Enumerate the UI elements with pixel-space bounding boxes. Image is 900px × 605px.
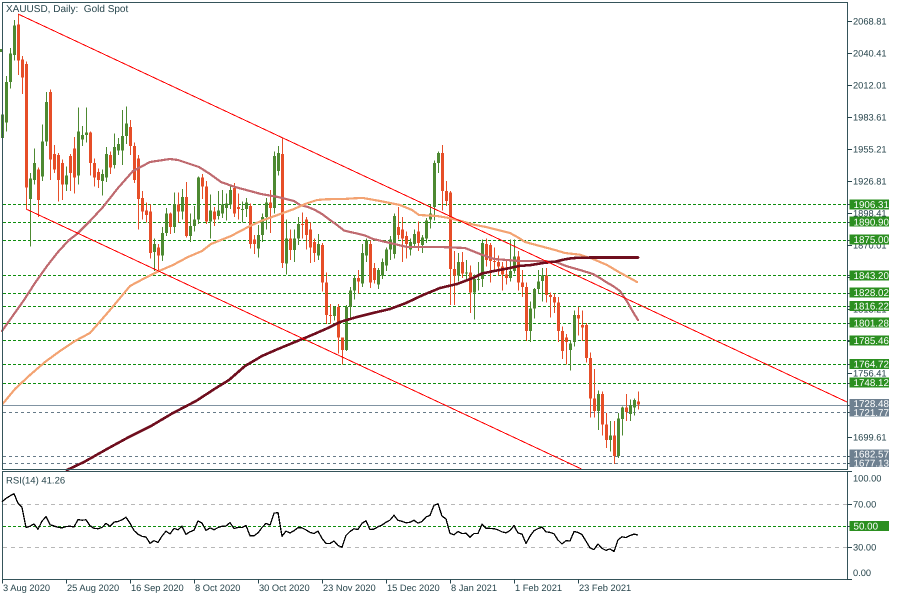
svg-text:30 Oct 2020: 30 Oct 2020 bbox=[259, 583, 310, 593]
svg-text:23 Feb 2021: 23 Feb 2021 bbox=[579, 583, 631, 593]
svg-text:2012.01: 2012.01 bbox=[853, 81, 887, 91]
svg-text:1764.72: 1764.72 bbox=[854, 359, 889, 370]
svg-text:70.00: 70.00 bbox=[853, 500, 876, 510]
svg-text:1728.48: 1728.48 bbox=[854, 399, 890, 410]
svg-text:1828.02: 1828.02 bbox=[854, 288, 889, 299]
svg-text:8 Jan 2021: 8 Jan 2021 bbox=[451, 583, 497, 593]
svg-text:100.00: 100.00 bbox=[853, 473, 881, 483]
svg-text:1898.41: 1898.41 bbox=[853, 209, 887, 219]
svg-text:1906.31: 1906.31 bbox=[854, 200, 889, 211]
svg-text:23 Nov 2020: 23 Nov 2020 bbox=[323, 583, 376, 593]
svg-text:2040.41: 2040.41 bbox=[853, 49, 887, 59]
svg-text:1748.12: 1748.12 bbox=[854, 378, 889, 389]
svg-text:XAUUSD, Daily: Gold Spot: XAUUSD, Daily: Gold Spot bbox=[6, 4, 128, 15]
svg-text:2068.81: 2068.81 bbox=[853, 17, 887, 27]
svg-text:1890.90: 1890.90 bbox=[854, 217, 890, 228]
svg-text:1816.22: 1816.22 bbox=[854, 301, 889, 312]
svg-text:1983.61: 1983.61 bbox=[853, 113, 887, 123]
svg-text:16 Sep 2020: 16 Sep 2020 bbox=[131, 583, 184, 593]
svg-text:8 Oct 2020: 8 Oct 2020 bbox=[195, 583, 240, 593]
svg-text:1843.20: 1843.20 bbox=[854, 271, 890, 282]
svg-text:1699.61: 1699.61 bbox=[853, 433, 887, 443]
svg-text:0.00: 0.00 bbox=[853, 568, 871, 578]
svg-text:1801.28: 1801.28 bbox=[854, 318, 890, 329]
svg-text:1677.13: 1677.13 bbox=[854, 458, 890, 469]
svg-text:1785.46: 1785.46 bbox=[854, 336, 890, 347]
svg-text:15 Dec 2020: 15 Dec 2020 bbox=[387, 583, 440, 593]
svg-text:1721.77: 1721.77 bbox=[854, 408, 889, 419]
svg-text:RSI(14) 41.26: RSI(14) 41.26 bbox=[6, 476, 65, 487]
svg-text:25 Aug 2020: 25 Aug 2020 bbox=[67, 583, 119, 593]
svg-text:1875.00: 1875.00 bbox=[854, 235, 890, 246]
svg-text:1756.41: 1756.41 bbox=[853, 369, 887, 379]
svg-text:1682.57: 1682.57 bbox=[854, 450, 889, 461]
svg-text:1926.81: 1926.81 bbox=[853, 177, 887, 187]
svg-text:1870.01: 1870.01 bbox=[853, 241, 887, 251]
svg-text:3 Aug 2020: 3 Aug 2020 bbox=[3, 583, 50, 593]
svg-text:30.00: 30.00 bbox=[853, 543, 876, 553]
svg-text:1 Feb 2021: 1 Feb 2021 bbox=[515, 583, 562, 593]
svg-text:50.00: 50.00 bbox=[854, 522, 879, 533]
svg-text:1955.21: 1955.21 bbox=[853, 145, 887, 155]
